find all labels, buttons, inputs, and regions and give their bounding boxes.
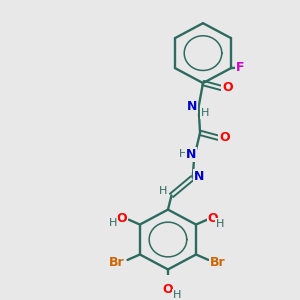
Text: O: O [116,212,127,225]
Text: H: H [216,219,224,229]
Text: H: H [109,218,118,228]
Text: O: O [222,82,233,94]
Text: H: H [179,149,187,159]
Text: O: O [163,283,173,296]
Text: N: N [187,100,197,113]
Text: H: H [201,108,209,118]
Text: Br: Br [210,256,226,268]
Text: N: N [186,148,196,160]
Text: H: H [159,185,167,196]
Text: Br: Br [109,256,125,268]
Text: N: N [194,170,204,183]
Text: F: F [236,61,245,74]
Text: H: H [173,290,182,300]
Text: O: O [208,212,218,225]
Text: O: O [220,131,230,144]
